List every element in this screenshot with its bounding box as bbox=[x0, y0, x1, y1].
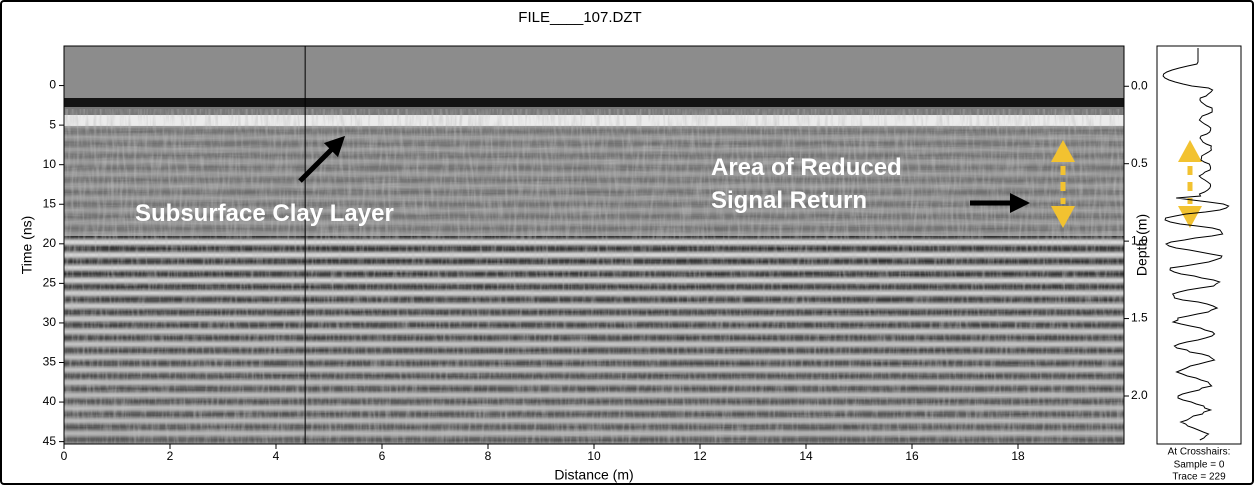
x-tick-label: 18 bbox=[1011, 449, 1025, 463]
x-tick-label: 4 bbox=[273, 449, 280, 463]
y-tick-label: 5 bbox=[49, 117, 56, 131]
y-tick-label: 30 bbox=[43, 315, 57, 329]
trace-info: Trace = 229 bbox=[1172, 472, 1226, 483]
annotation: Area of Reduced bbox=[711, 154, 902, 181]
y2-tick-label: 0.5 bbox=[1131, 156, 1148, 170]
x-tick-label: 8 bbox=[485, 449, 492, 463]
y2-tick-label: 0.0 bbox=[1131, 78, 1148, 92]
trace-info: Sample = 0 bbox=[1174, 460, 1225, 471]
y-tick-label: 25 bbox=[43, 276, 57, 290]
x-tick-label: 2 bbox=[167, 449, 174, 463]
radargram bbox=[64, 46, 1124, 444]
y-tick-label: 45 bbox=[43, 434, 57, 448]
y2-tick-label: 2.0 bbox=[1131, 388, 1148, 402]
chart-title: FILE____107.DZT bbox=[518, 9, 641, 26]
y-tick-label: 15 bbox=[43, 196, 57, 210]
y-tick-label: 40 bbox=[43, 394, 57, 408]
y-tick-label: 20 bbox=[43, 236, 57, 250]
x-tick-label: 16 bbox=[905, 449, 919, 463]
y-tick-label: 0 bbox=[49, 78, 56, 92]
x-tick-label: 6 bbox=[379, 449, 386, 463]
y2-axis-label: Depth (m) bbox=[1134, 214, 1150, 276]
x-axis-label: Distance (m) bbox=[554, 467, 633, 483]
annotation: Signal Return bbox=[711, 187, 867, 214]
y-axis-label: Time (ns) bbox=[19, 216, 35, 275]
annotation: Subsurface Clay Layer bbox=[135, 200, 394, 227]
y-tick-label: 10 bbox=[43, 157, 57, 171]
trace-box bbox=[1157, 46, 1241, 444]
x-tick-label: 12 bbox=[693, 449, 707, 463]
radargram-grain bbox=[64, 125, 1124, 444]
y2-tick-label: 1.5 bbox=[1131, 311, 1148, 325]
y-tick-label: 35 bbox=[43, 355, 57, 369]
x-tick-label: 14 bbox=[799, 449, 813, 463]
trace-title: At Crosshairs: bbox=[1168, 447, 1231, 458]
x-tick-label: 10 bbox=[587, 449, 601, 463]
trace-panel: At Crosshairs: Sample = 0 Trace = 229 bbox=[1157, 46, 1241, 483]
x-tick-label: 0 bbox=[61, 449, 68, 463]
